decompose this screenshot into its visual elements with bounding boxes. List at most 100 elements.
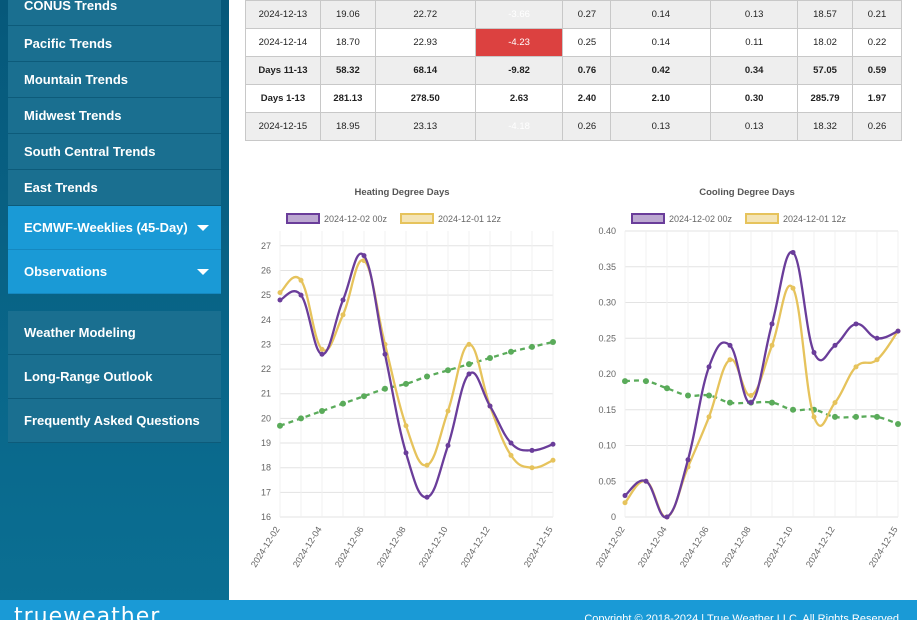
table-cell: 0.26 [852, 112, 902, 141]
data-point [466, 371, 472, 377]
legend-swatch [400, 213, 434, 224]
legend-label: 2024-12-01 12z [438, 214, 502, 224]
series-line [279, 259, 554, 469]
data-point [706, 392, 712, 399]
x-tick-label: 2024-12-04 [636, 525, 669, 569]
data-point [748, 392, 754, 398]
sidebar-item-label: Frequently Asked Questions [24, 413, 200, 428]
data-point [340, 297, 346, 303]
x-tick-label: 2024-12-04 [291, 525, 324, 569]
data-point [874, 413, 880, 420]
data-point [298, 415, 304, 422]
table-cell: 57.05 [797, 56, 853, 85]
table-cell: 0.59 [852, 56, 902, 85]
table-cell: 0.21 [852, 0, 902, 29]
x-tick-label: 2024-12-08 [720, 525, 753, 569]
sidebar-item-weather-modeling[interactable]: Weather Modeling [8, 311, 221, 355]
table-body: 2024-12-13 19.06 22.72 -3.66 0.27 0.14 0.13 18.… [245, 0, 902, 141]
y-tick-label: 0.35 [598, 262, 616, 272]
y-tick-label: 22 [261, 364, 271, 374]
x-tick-label: 2024-12-02 [249, 525, 282, 569]
data-point [361, 253, 367, 259]
data-point [424, 494, 430, 500]
data-point [529, 343, 535, 350]
data-point [874, 335, 880, 341]
hdd-chart: Heating Degree Days 2024-12-02 00z 2024-12… [249, 187, 556, 569]
table-cell: 0.26 [562, 112, 612, 141]
table-cell: 0.76 [562, 56, 612, 85]
data-point [382, 351, 388, 357]
data-point [508, 440, 514, 446]
data-point [895, 421, 901, 428]
x-tick-label: 2024-12-06 [678, 525, 711, 569]
data-point [706, 364, 712, 370]
table-cell: 58.32 [319, 56, 376, 85]
sidebar-item-midwest-trends[interactable]: Midwest Trends [8, 98, 221, 134]
sidebar-item-label: South Central Trends [24, 144, 156, 159]
data-point [403, 450, 409, 456]
data-point [685, 457, 691, 463]
y-tick-label: 25 [261, 290, 271, 300]
data-point [424, 462, 430, 468]
data-point [727, 357, 733, 363]
y-tick-label: 0.40 [598, 226, 616, 236]
sidebar-item-ecmwf-weeklies[interactable]: ECMWF-Weeklies (45-Day) [8, 206, 221, 250]
chevron-down-icon [197, 225, 209, 231]
sidebar-item-long-range-outlook[interactable]: Long-Range Outlook [8, 355, 221, 399]
table-cell: 285.79 [797, 84, 853, 113]
y-tick-label: 19 [261, 438, 271, 448]
legend-label: 2024-12-01 12z [783, 214, 847, 224]
table-cell: 1.97 [852, 84, 902, 113]
table-cell: 0.25 [562, 28, 612, 57]
sidebar-item-east-trends[interactable]: East Trends [8, 170, 221, 206]
table-cell: 0.11 [710, 28, 799, 57]
y-tick-label: 16 [261, 512, 271, 522]
table-cell: 2.10 [610, 84, 712, 113]
sidebar-item-mountain-trends[interactable]: Mountain Trends [8, 62, 221, 98]
sidebar-item-south-central-trends[interactable]: South Central Trends [8, 134, 221, 170]
table-cell: 2.40 [562, 84, 612, 113]
y-tick-label: 27 [261, 241, 271, 251]
table-cell: 68.14 [374, 56, 476, 85]
table-cell: 0.34 [710, 56, 799, 85]
data-point [769, 399, 775, 406]
table-cell: 18.02 [797, 28, 853, 57]
data-point [874, 357, 880, 363]
y-tick-label: 0 [611, 512, 616, 522]
table-cell: 0.14 [610, 0, 712, 29]
x-tick-label: 2024-12-06 [333, 525, 366, 569]
sidebar-item-label: Weather Modeling [24, 325, 136, 340]
data-point [445, 367, 451, 374]
data-point [529, 447, 535, 453]
data-point [487, 403, 493, 409]
y-tick-label: 0.15 [598, 405, 616, 415]
y-tick-label: 18 [261, 463, 271, 473]
data-point [832, 342, 838, 348]
y-tick-label: 0.20 [598, 369, 616, 379]
y-tick-label: 20 [261, 413, 271, 423]
table-cell: Days 1-13 [245, 84, 321, 113]
y-tick-label: 24 [261, 315, 271, 325]
legend-swatch [745, 213, 779, 224]
table-cell: 18.32 [797, 112, 853, 141]
logo[interactable]: trueweather [14, 604, 161, 629]
data-point [643, 478, 649, 484]
table-cell: -9.82 [474, 56, 564, 85]
sidebar-item-label: Long-Range Outlook [24, 369, 153, 384]
sidebar-item-conus-trends[interactable]: CONUS Trends [8, 0, 221, 26]
data-point [424, 373, 430, 380]
data-point [622, 378, 628, 385]
x-tick-label: 2024-12-08 [375, 525, 408, 569]
table-row: 2024-12-15 18.95 23.13 -4.18 0.26 0.13 0.13 18.… [245, 112, 902, 141]
table-cell: 19.06 [319, 0, 376, 29]
sidebar-item-faq[interactable]: Frequently Asked Questions [8, 399, 221, 443]
data-point [790, 249, 796, 255]
data-point [382, 385, 388, 392]
sidebar-item-pacific-trends[interactable]: Pacific Trends [8, 26, 221, 62]
data-point [361, 393, 367, 400]
sidebar-item-label: CONUS Trends [24, 0, 118, 13]
series-line [624, 284, 899, 519]
sidebar-item-observations[interactable]: Observations [8, 250, 221, 294]
table-cell: 0.27 [562, 0, 612, 29]
sidebar-item-label: Mountain Trends [24, 72, 128, 87]
